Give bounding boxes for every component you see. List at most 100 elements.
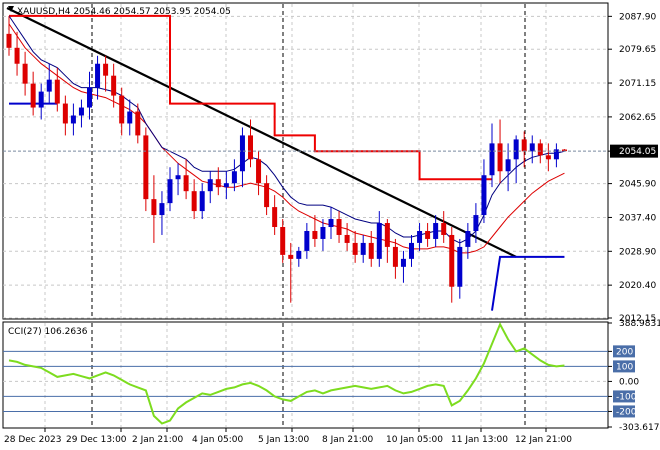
price-tick-label: 2071.15 [619,79,656,89]
candle-body-bull [175,175,181,180]
cci-panel-frame [2,321,609,429]
price-tick-label: 2079.65 [619,45,656,55]
time-tick-label: 28 Dec 2023 [4,435,62,445]
candle-body-bull [360,242,366,255]
candle-body-bull [513,139,519,160]
candle-body-bear [497,143,503,172]
candle-body-bear [256,159,262,184]
candle-body-bull [199,191,205,212]
candle-body-bull [433,223,439,239]
current-price-tag: 2054.05 [610,144,658,158]
cci-level-tag-bg [613,390,635,403]
trend-line[interactable] [6,6,517,258]
candle-body-bull [457,246,463,287]
candle-body-bear [545,155,551,160]
price-panel[interactable]: 2087.90 2079.65 2071.15 2062.65 2045.90 2037.… [2,2,658,324]
candle-body-bull [38,91,44,108]
candle-body-bear [392,246,398,267]
cci-levels [3,350,608,412]
candle-body-bear [14,47,20,64]
candle-body-bear [183,175,189,192]
cci-tick-label: 0.00 [619,377,639,387]
candle-body-bull [553,149,559,160]
candle-body-bull [304,230,310,251]
cci-level-tag-bg [613,360,635,373]
candle-body-bull [400,258,406,267]
cci-tick-label: 388.9831 [619,319,660,329]
candle-body-bull [473,215,479,231]
cci-title: CCI(27) 106.2636 [8,327,88,337]
price-tick-label: 2062.65 [619,113,656,123]
time-tick-label: 10 Jan 05:00 [386,435,443,445]
candle-body-bear [425,230,431,239]
price-tick-label: 2045.90 [619,180,656,190]
time-tick-label: 12 Jan 21:00 [515,435,572,445]
candle-body-bear [352,242,358,255]
envelope-line [8,15,565,244]
candle-body-bear [344,234,350,243]
candle-body-bear [135,111,141,136]
candle-body-bear [119,95,125,124]
cci-level-tag-bg [613,405,635,418]
cci-tick-label: -200 [616,407,637,417]
candle-body-bull [328,219,334,228]
candle-body-bull [159,203,165,216]
candle-body-bull [231,171,237,184]
candle-body-bull [78,107,84,116]
candle-body-bull [127,111,133,124]
candle-body-bull [167,179,173,204]
candle-body-bull [296,250,302,259]
candle-body-bear [312,230,318,239]
candle-body-bull [376,223,382,259]
candle-body-bear [280,227,286,255]
time-tick-label: 11 Jan 13:00 [451,435,508,445]
cci-tick-label: 200 [616,347,633,357]
price-tick-label: 2012.15 [619,314,656,324]
candle-body-bear [191,191,197,212]
chart-menu-triangle-icon[interactable] [8,6,14,12]
candle-body-bull [70,115,76,124]
candle-body-bull [46,79,52,92]
candle-body-bear [368,242,374,259]
candle-body-bull [489,143,495,176]
time-tick-label: 2 Jan 21:00 [132,435,184,445]
price-tick-label: 2020.40 [619,281,656,291]
candle-body-bear [30,83,36,108]
time-axis: 28 Dec 2023 29 Dec 13:00 2 Jan 21:00 4 Jan … [4,428,572,445]
candle-body-bear [103,63,109,76]
cci-axis: 388.9831 200 100 0.00 -100 -200 -303.6174 [608,319,660,433]
candle-body-bear [143,135,149,200]
trailing-stop-blue-segment [491,255,565,311]
candle-body-bull [207,179,213,192]
candles [6,15,567,311]
candle-body-bear [441,223,447,235]
candle-body-bear [449,234,455,287]
current-price-label: 2054.05 [619,147,656,157]
candle-body-bull [529,143,535,152]
cci-tick-label: -100 [616,392,637,402]
price-axis: 2087.90 2079.65 2071.15 2062.65 2045.90 2037.… [608,12,656,324]
cci-level-tag-bg [613,345,635,358]
candle-body-bear [561,149,567,152]
candle-body-bull [87,87,92,108]
price-tick-label: 2028.90 [619,247,656,257]
cci-tick-label: -303.6174 [619,423,660,433]
candle-body-bear [215,179,221,188]
time-tick-label: 5 Jan 13:00 [258,435,310,445]
candle-body-bear [537,143,543,156]
candle-body-bear [62,103,68,124]
candle-body-bull [465,230,471,247]
current-price-tag-bg [610,144,658,158]
candle-body-bear [22,63,28,84]
candle-body-bear [336,219,342,235]
candle-body-bull [320,227,326,239]
chart-title: XAUUSD,H4 2054.46 2054.57 2053.95 2054.0… [17,7,231,17]
cci-panel[interactable]: 388.9831 200 100 0.00 -100 -200 -303.6174 CCI(… [2,319,660,433]
candle-body-bear [272,207,278,228]
candle-body-bear [248,135,253,160]
cci-tick-label: 100 [616,362,633,372]
price-grid [3,4,608,319]
price-tick-label: 2087.90 [619,12,656,22]
candle-body-bull [481,175,487,216]
candle-body-bear [384,223,390,247]
